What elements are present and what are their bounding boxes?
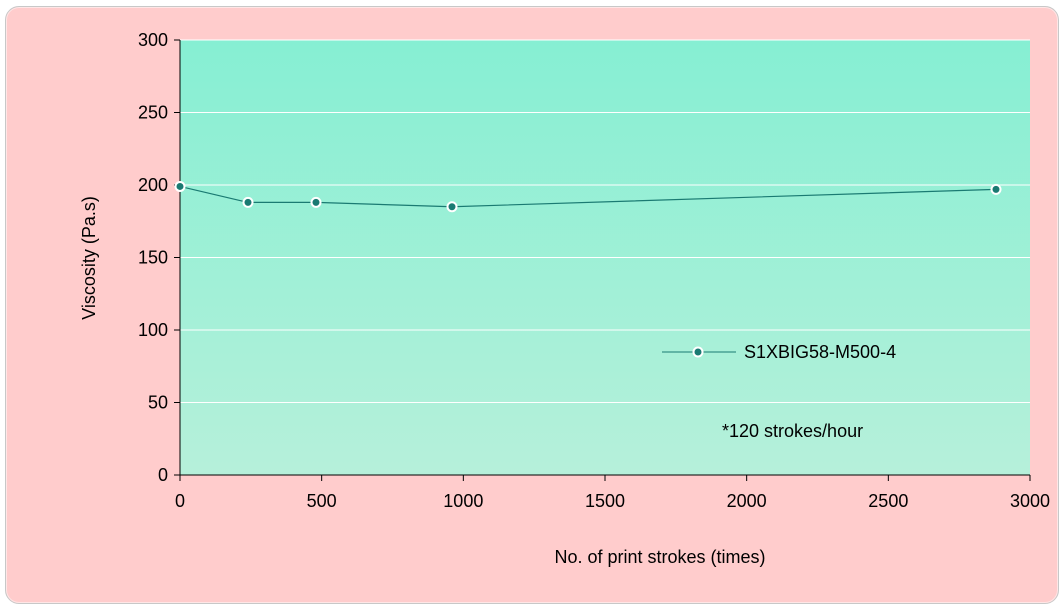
y-tick-label-100: 100 [138,320,168,340]
data-point-0 [174,180,186,192]
y-tick-label-300: 300 [138,30,168,50]
x-tick-label-500: 500 [307,491,337,511]
annotation-note: *120 strokes/hour [722,421,863,441]
legend-label: S1XBIG58-M500-4 [744,342,896,362]
x-axis-title: No. of print strokes (times) [554,547,765,567]
x-tick-label-1500: 1500 [585,491,625,511]
legend-marker [692,346,704,358]
x-tick-label-2000: 2000 [727,491,767,511]
legend: S1XBIG58-M500-4 [662,342,896,362]
y-tick-label-150: 150 [138,248,168,268]
data-point-4 [990,183,1002,195]
data-point-1 [242,196,254,208]
y-tick-label-50: 50 [148,393,168,413]
y-tick-labels: 0 50 100 150 200 250 300 [138,30,168,485]
y-tick-label-0: 0 [158,465,168,485]
y-tick-label-200: 200 [138,175,168,195]
series-group [174,180,1002,213]
x-tick-label-2500: 2500 [868,491,908,511]
data-point-3 [446,201,458,213]
data-point-2 [310,196,322,208]
y-axis-title: Viscosity (Pa.s) [79,196,99,320]
x-tick-label-0: 0 [175,491,185,511]
x-tick-label-1000: 1000 [443,491,483,511]
x-tick-label-3000: 3000 [1010,491,1050,511]
axes [174,39,1031,481]
y-tick-label-250: 250 [138,103,168,123]
x-tick-labels: 0 500 1000 1500 2000 2500 3000 [175,491,1050,511]
gridlines [180,39,1030,403]
